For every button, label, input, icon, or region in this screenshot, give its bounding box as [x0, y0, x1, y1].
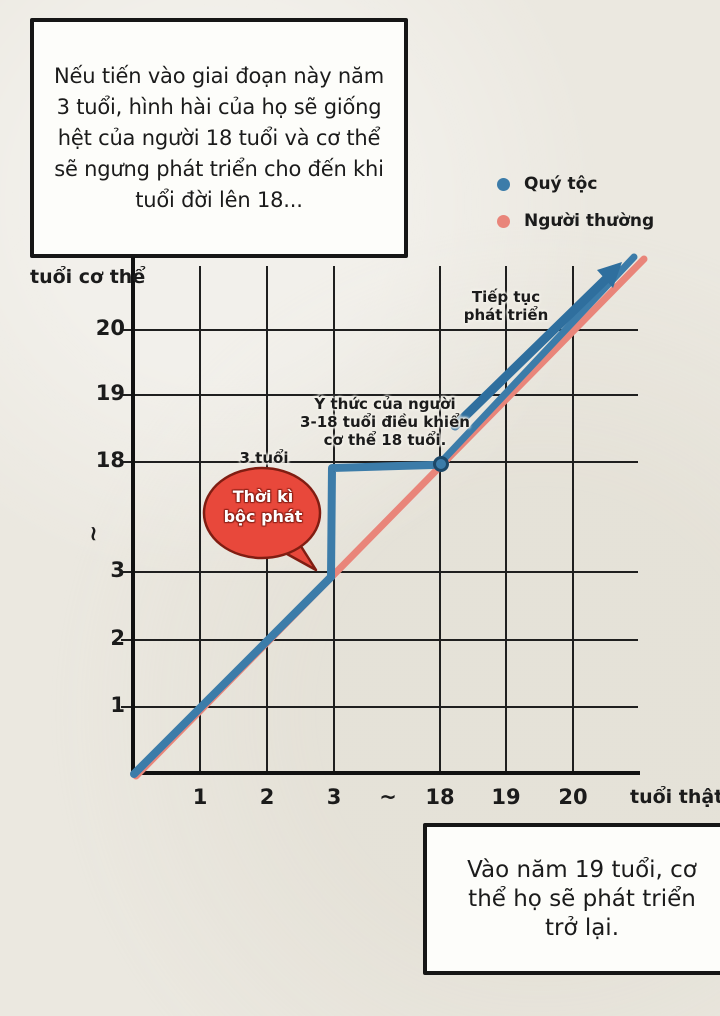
x-axis-break-mark: ~ [379, 785, 397, 809]
intersection-point [433, 456, 449, 472]
noble-line-lower [130, 573, 335, 778]
x-axis-title: tuổi thật [630, 786, 720, 808]
burst-age-label: 3 tuổi [239, 449, 289, 467]
y-tick-label: 19 [95, 381, 125, 405]
grid-horizontal-lines [133, 329, 638, 708]
speech-bubble-line: bộc phát [223, 507, 303, 526]
top-caption-box: Nếu tiến vào giai đoạn này năm 3 tuổi, h… [30, 18, 408, 258]
speech-bubble-line: Thời kì [232, 487, 294, 506]
legend-item-commoner: Người thường [497, 211, 654, 231]
legend: Quý tộc Người thường [497, 174, 654, 248]
growth-arrow-shaft [450, 274, 611, 431]
legend-label-commoner: Người thường [524, 211, 655, 231]
mind-control-note-line: Ý thức của người [314, 395, 456, 413]
x-tick-label: 2 [259, 785, 275, 809]
mind-control-note: Ý thức của người 3-18 tuổi điều khiển cơ… [285, 395, 485, 449]
caption-line: tuổi đời lên 18... [135, 187, 303, 212]
continue-growth-note: Tiếp tục phát triển [446, 288, 566, 324]
mind-control-note-line: 3-18 tuổi điều khiển [300, 413, 470, 431]
x-tick-label: 19 [491, 785, 521, 809]
x-tick-label: 20 [558, 785, 588, 809]
mind-control-note-line: cơ thể 18 tuổi. [323, 431, 447, 449]
y-tick-label: 18 [95, 448, 125, 472]
y-axis-break-mark: ~ [81, 524, 106, 543]
continue-growth-note-line: phát triển [463, 306, 549, 324]
caption-line: thể họ sẽ phát triển [468, 885, 696, 912]
x-tick-label: 18 [425, 785, 455, 809]
continue-growth-note-line: Tiếp tục [471, 288, 541, 306]
caption-line: hệt của người 18 tuổi và cơ thể [57, 125, 381, 150]
caption-line: Vào năm 19 tuổi, cơ [467, 856, 697, 883]
caption-line: trở lại. [544, 914, 620, 941]
legend-item-noble: Quý tộc [497, 174, 654, 194]
y-axis-title: tuổi cơ thể [30, 266, 146, 288]
caption-line: Nếu tiến vào giai đoạn này năm [54, 63, 384, 88]
speech-bubble-text: Thời kì bộc phát [204, 487, 322, 527]
noble-line-burst [327, 461, 437, 581]
growth-arrow-head-icon [597, 262, 622, 288]
x-tick-label: 1 [192, 785, 208, 809]
bottom-caption-box: Vào năm 19 tuổi, cơ thể họ sẽ phát triển… [423, 823, 720, 975]
y-tick-label: 3 [110, 558, 125, 582]
caption-line: sẽ ngưng phát triển cho đến khi [54, 156, 384, 181]
legend-dot-commoner-icon [497, 214, 510, 228]
y-tick-label: 20 [95, 316, 125, 340]
y-tick-label: 2 [110, 626, 125, 650]
legend-label-noble: Quý tộc [524, 174, 598, 194]
x-tick-label: 3 [326, 785, 342, 809]
speech-bubble [202, 466, 322, 560]
legend-dot-noble-icon [497, 177, 510, 191]
y-tick-label: 1 [110, 693, 125, 717]
caption-line: 3 tuổi, hình hài của họ sẽ giống [56, 94, 382, 119]
noble-line-upper [440, 253, 638, 463]
